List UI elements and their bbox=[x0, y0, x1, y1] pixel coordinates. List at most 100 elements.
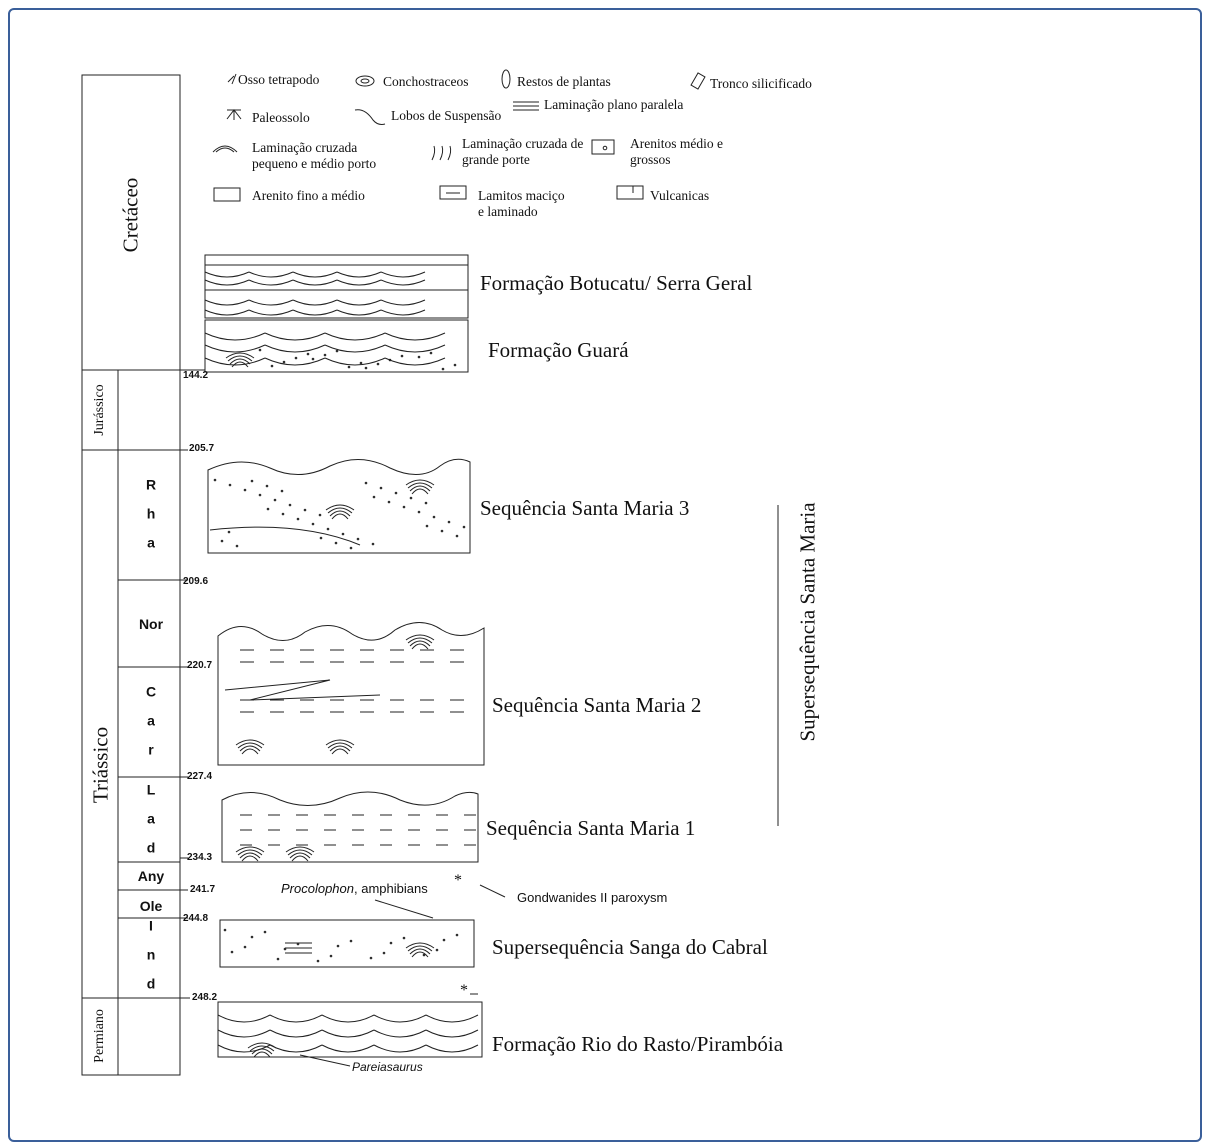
pattern-mark bbox=[350, 547, 352, 549]
pattern-mark bbox=[242, 856, 258, 861]
pattern-mark bbox=[244, 489, 246, 491]
pattern-mark bbox=[225, 680, 380, 700]
pattern-mark bbox=[403, 937, 405, 939]
annotation: Procolophon, amphibians bbox=[281, 881, 428, 896]
pattern-mark bbox=[330, 955, 332, 957]
pattern-mark bbox=[357, 538, 359, 540]
pattern-mark bbox=[251, 480, 253, 482]
pattern-mark bbox=[259, 349, 261, 351]
pattern-mark bbox=[293, 280, 337, 285]
pattern-mark bbox=[265, 358, 325, 365]
pattern-mark bbox=[410, 497, 412, 499]
pattern-mark bbox=[365, 482, 367, 484]
rock-botucatu bbox=[205, 255, 468, 318]
pattern-mark bbox=[388, 501, 390, 503]
legend-label: Arenito fino a médio bbox=[252, 188, 365, 204]
pattern-mark bbox=[324, 354, 326, 356]
pattern-mark bbox=[218, 1015, 270, 1022]
unit-label: Formação Rio do Rasto/Pirambóia bbox=[492, 1032, 783, 1057]
stage-label: Car bbox=[143, 684, 159, 771]
pattern-mark bbox=[442, 368, 444, 370]
pattern-mark bbox=[365, 367, 367, 369]
pattern-mark bbox=[325, 333, 385, 340]
age-label: 234.3 bbox=[187, 852, 212, 863]
pattern-mark bbox=[373, 496, 375, 498]
pattern-mark bbox=[205, 333, 265, 340]
pattern-mark bbox=[412, 644, 428, 649]
pattern-mark bbox=[270, 1030, 322, 1037]
pattern-mark bbox=[377, 363, 379, 365]
pattern-mark bbox=[270, 1015, 322, 1022]
annotation: Gondwanides II paroxysm bbox=[517, 890, 667, 905]
age-label: 244.8 bbox=[183, 913, 208, 924]
pattern-mark bbox=[281, 490, 283, 492]
pattern-mark bbox=[383, 952, 385, 954]
unit-label: Formação Botucatu/ Serra Geral bbox=[480, 271, 752, 296]
age-label: 227.4 bbox=[187, 771, 212, 782]
pattern-mark bbox=[205, 345, 265, 352]
pattern-mark bbox=[319, 514, 321, 516]
pattern-mark bbox=[390, 942, 392, 944]
stage-label: Rha bbox=[143, 477, 159, 564]
pattern-mark bbox=[205, 272, 249, 277]
pattern-mark bbox=[249, 272, 293, 277]
pattern-mark bbox=[332, 514, 348, 519]
unit-label: Sequência Santa Maria 2 bbox=[492, 693, 701, 718]
pattern-mark bbox=[292, 856, 308, 861]
pattern-mark bbox=[205, 310, 249, 315]
pattern-mark bbox=[264, 931, 266, 933]
pattern-mark bbox=[283, 361, 285, 363]
pattern-mark bbox=[205, 300, 249, 305]
legend-label: Vulcanicas bbox=[650, 188, 709, 204]
pattern-mark bbox=[277, 958, 279, 960]
pattern-mark bbox=[426, 1045, 478, 1052]
pattern-mark bbox=[249, 280, 293, 285]
rock-sm3 bbox=[208, 459, 470, 553]
supersequence-label: Supersequência Santa Maria bbox=[796, 502, 821, 741]
stage-label: Nor bbox=[139, 616, 163, 632]
leader bbox=[480, 885, 505, 897]
period-label: Triássico bbox=[89, 727, 114, 803]
pattern-mark bbox=[242, 749, 258, 754]
pattern-mark bbox=[350, 940, 352, 942]
pattern-mark bbox=[381, 310, 425, 315]
pattern-mark bbox=[229, 484, 231, 486]
unit-label: Supersequência Sanga do Cabral bbox=[492, 935, 768, 960]
pattern-mark bbox=[267, 508, 269, 510]
pattern-mark bbox=[293, 272, 337, 277]
pattern-mark bbox=[342, 533, 344, 535]
age-label: 209.6 bbox=[183, 576, 208, 587]
pattern-mark bbox=[270, 1045, 322, 1052]
legend-label: Lamitos maciço e laminado bbox=[478, 188, 568, 220]
pattern-mark bbox=[289, 504, 291, 506]
leader bbox=[375, 900, 433, 918]
pattern-mark bbox=[295, 357, 297, 359]
pattern-mark bbox=[231, 951, 233, 953]
pattern-mark bbox=[426, 525, 428, 527]
legend-label: Arenitos médio e grossos bbox=[630, 136, 730, 168]
pattern-mark bbox=[205, 280, 249, 285]
pattern-mark bbox=[249, 310, 293, 315]
pattern-mark bbox=[443, 939, 445, 941]
pattern-mark bbox=[325, 358, 385, 365]
annotation-text: , amphibians bbox=[354, 881, 428, 896]
unit-label: Sequência Santa Maria 3 bbox=[480, 496, 689, 521]
pattern-mark bbox=[433, 516, 435, 518]
annotation-italic: Procolophon bbox=[281, 881, 354, 896]
rock-sanga bbox=[220, 920, 474, 967]
unit-label: Formação Guará bbox=[488, 338, 629, 363]
legend-label: Laminação cruzada de grande porte bbox=[462, 136, 587, 168]
pattern-mark bbox=[463, 526, 465, 528]
pattern-mark bbox=[320, 537, 322, 539]
pattern-mark bbox=[297, 518, 299, 520]
pattern-mark bbox=[360, 362, 362, 364]
pattern-mark bbox=[381, 272, 425, 277]
pattern-mark bbox=[337, 280, 381, 285]
pattern-mark bbox=[214, 479, 216, 481]
pattern-mark bbox=[374, 1015, 426, 1022]
age-label: 220.7 bbox=[187, 660, 212, 671]
pattern-mark bbox=[381, 280, 425, 285]
event-marker: * bbox=[454, 872, 462, 890]
stage-label: Lad bbox=[143, 782, 159, 869]
period-label: Permiano bbox=[92, 1009, 108, 1063]
